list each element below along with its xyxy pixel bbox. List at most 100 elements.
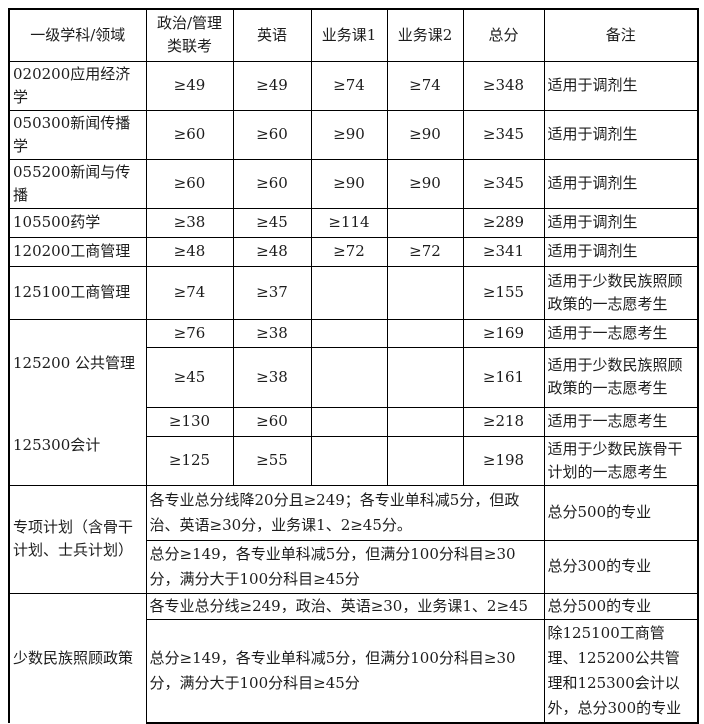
note-cell: 除125100工商管理、125200公共管理和125300会计以外，总分300的…: [543, 618, 699, 723]
table-row: 总分≥149，各专业单科减5分，但满分100分科目≥30分，满分大于100分科目…: [9, 539, 699, 594]
page: 一级学科/领域 政治/管理类联考 英语 业务课1 业务课2 总分 备注 0202…: [8, 8, 699, 724]
empty-cell: [386, 318, 464, 348]
table-row: 少数民族照顾政策 各专业总分线≥249，政治、英语≥30，业务课1、2≥45 总…: [8, 592, 699, 723]
score-cell: ≥74: [386, 60, 464, 111]
total-cell: ≥169: [462, 318, 545, 348]
score-cell: ≥114: [310, 207, 388, 238]
total-cell: ≥345: [462, 109, 545, 160]
discipline-cell: 120200工商管理: [8, 236, 147, 267]
empty-cell: [386, 406, 464, 437]
policy-cell: 各专业总分线≥249，政治、英语≥30，业务课1、2≥45: [145, 592, 545, 620]
note-cell: 适用于调剂生: [543, 109, 699, 160]
header-politics: 政治/管理类联考: [145, 8, 234, 62]
group-label-cell-125200: 125200 公共管理: [8, 318, 147, 407]
score-cell: ≥37: [232, 265, 312, 320]
score-cell: ≥45: [145, 346, 234, 408]
score-cell: ≥45: [232, 207, 312, 238]
table-row: ≥125 ≥55 ≥198 适用于少数民族骨干计划的一志愿考生: [9, 435, 699, 486]
score-cell: ≥49: [232, 60, 312, 111]
empty-cell: [310, 435, 388, 486]
empty-cell: [386, 265, 464, 320]
score-cell: ≥60: [145, 158, 234, 209]
total-cell: ≥341: [462, 236, 545, 267]
empty-cell: [386, 435, 464, 486]
empty-cell: [310, 406, 388, 437]
note-cell: 总分500的专业: [543, 484, 699, 541]
table-row: 105500药学 ≥38 ≥45 ≥114 ≥289 适用于调剂生: [8, 207, 699, 238]
score-cell: ≥74: [310, 60, 388, 111]
header-course2: 业务课2: [386, 8, 464, 62]
policy-cell: 总分≥149，各专业单科减5分，但满分100分科目≥30分，满分大于100分科目…: [145, 539, 545, 594]
score-cell: ≥38: [232, 318, 312, 348]
note-cell: 适用于一志愿考生: [543, 406, 699, 437]
header-total: 总分: [462, 8, 545, 62]
table-row: 120200工商管理 ≥48 ≥48 ≥72 ≥72 ≥341 适用于调剂生: [8, 236, 699, 267]
note-cell: 总分300的专业: [543, 539, 699, 594]
header-english: 英语: [232, 8, 312, 62]
header-discipline: 一级学科/领域: [8, 8, 147, 62]
group-label-cell-125300: 125300会计: [8, 406, 147, 486]
score-cell: ≥38: [145, 207, 234, 238]
table-row: 050300新闻传播学 ≥60 ≥60 ≥90 ≥90 ≥345 适用于调剂生: [8, 109, 699, 160]
score-cell: ≥60: [145, 109, 234, 160]
discipline-cell: 125100工商管理: [8, 265, 147, 320]
total-cell: ≥198: [462, 435, 545, 486]
table-row: 020200应用经济学 ≥49 ≥49 ≥74 ≥74 ≥348 适用于调剂生: [8, 60, 699, 111]
policy-cell: 各专业总分线降20分且≥249；各专业单科减5分，但政治、英语≥30分，业务课1…: [145, 484, 545, 541]
discipline-cell: 050300新闻传播学: [8, 109, 147, 160]
score-cell: ≥74: [145, 265, 234, 320]
header-course1: 业务课1: [310, 8, 388, 62]
score-table: 一级学科/领域 政治/管理类联考 英语 业务课1 业务课2 总分 备注 0202…: [8, 8, 699, 724]
score-cell: ≥48: [232, 236, 312, 267]
policy-cell: 总分≥149，各专业单科减5分，但满分100分科目≥30分，满分大于100分科目…: [145, 618, 545, 723]
note-cell: 适用于调剂生: [543, 158, 699, 209]
score-cell: ≥38: [232, 346, 312, 408]
score-cell: ≥90: [310, 158, 388, 209]
score-cell: ≥90: [310, 109, 388, 160]
note-cell: 总分500的专业: [543, 592, 699, 620]
score-cell: ≥60: [232, 109, 312, 160]
note-cell: 适用于一志愿考生: [543, 318, 699, 348]
total-cell: ≥289: [462, 207, 545, 238]
score-cell: ≥55: [232, 435, 312, 486]
empty-cell: [386, 346, 464, 408]
empty-cell: [310, 265, 388, 320]
note-cell: 适用于调剂生: [543, 60, 699, 111]
table-row: 125300会计 ≥130 ≥60 ≥218 适用于一志愿考生: [8, 406, 699, 486]
discipline-cell: 055200新闻与传播: [8, 158, 147, 209]
total-cell: ≥348: [462, 60, 545, 111]
empty-cell: [386, 207, 464, 238]
score-cell: ≥90: [386, 158, 464, 209]
header-note: 备注: [543, 8, 699, 62]
note-cell: 适用于调剂生: [543, 207, 699, 238]
empty-cell: [310, 346, 388, 408]
discipline-cell: 105500药学: [8, 207, 147, 238]
score-cell: ≥130: [145, 406, 234, 437]
table-row: 125200 公共管理 ≥76 ≥38 ≥169 适用于一志愿考生: [8, 318, 699, 407]
note-cell: 适用于少数民族照顾政策的一志愿考生: [543, 265, 699, 320]
group-label-cell-minority-policy: 少数民族照顾政策: [8, 592, 147, 723]
score-cell: ≥90: [386, 109, 464, 160]
note-cell: 适用于少数民族照顾政策的一志愿考生: [543, 346, 699, 408]
empty-cell: [310, 318, 388, 348]
group-label-cell-special-plan: 专项计划（含骨干计划、士兵计划）: [8, 484, 147, 594]
score-cell: ≥72: [310, 236, 388, 267]
header-row: 一级学科/领域 政治/管理类联考 英语 业务课1 业务课2 总分 备注: [8, 8, 699, 62]
score-cell: ≥76: [145, 318, 234, 348]
table-row: 055200新闻与传播 ≥60 ≥60 ≥90 ≥90 ≥345 适用于调剂生: [8, 158, 699, 209]
table-row: 125100工商管理 ≥74 ≥37 ≥155 适用于少数民族照顾政策的一志愿考…: [8, 265, 699, 320]
total-cell: ≥345: [462, 158, 545, 209]
score-cell: ≥125: [145, 435, 234, 486]
discipline-cell: 020200应用经济学: [8, 60, 147, 111]
total-cell: ≥155: [462, 265, 545, 320]
note-cell: 适用于少数民族骨干计划的一志愿考生: [543, 435, 699, 486]
total-cell: ≥161: [462, 346, 545, 408]
score-cell: ≥48: [145, 236, 234, 267]
table-row: 专项计划（含骨干计划、士兵计划） 各专业总分线降20分且≥249；各专业单科减5…: [8, 484, 699, 594]
score-cell: ≥60: [232, 158, 312, 209]
score-cell: ≥60: [232, 406, 312, 437]
note-cell: 适用于调剂生: [543, 236, 699, 267]
table-row: ≥45 ≥38 ≥161 适用于少数民族照顾政策的一志愿考生: [9, 346, 699, 408]
score-cell: ≥72: [386, 236, 464, 267]
total-cell: ≥218: [462, 406, 545, 437]
